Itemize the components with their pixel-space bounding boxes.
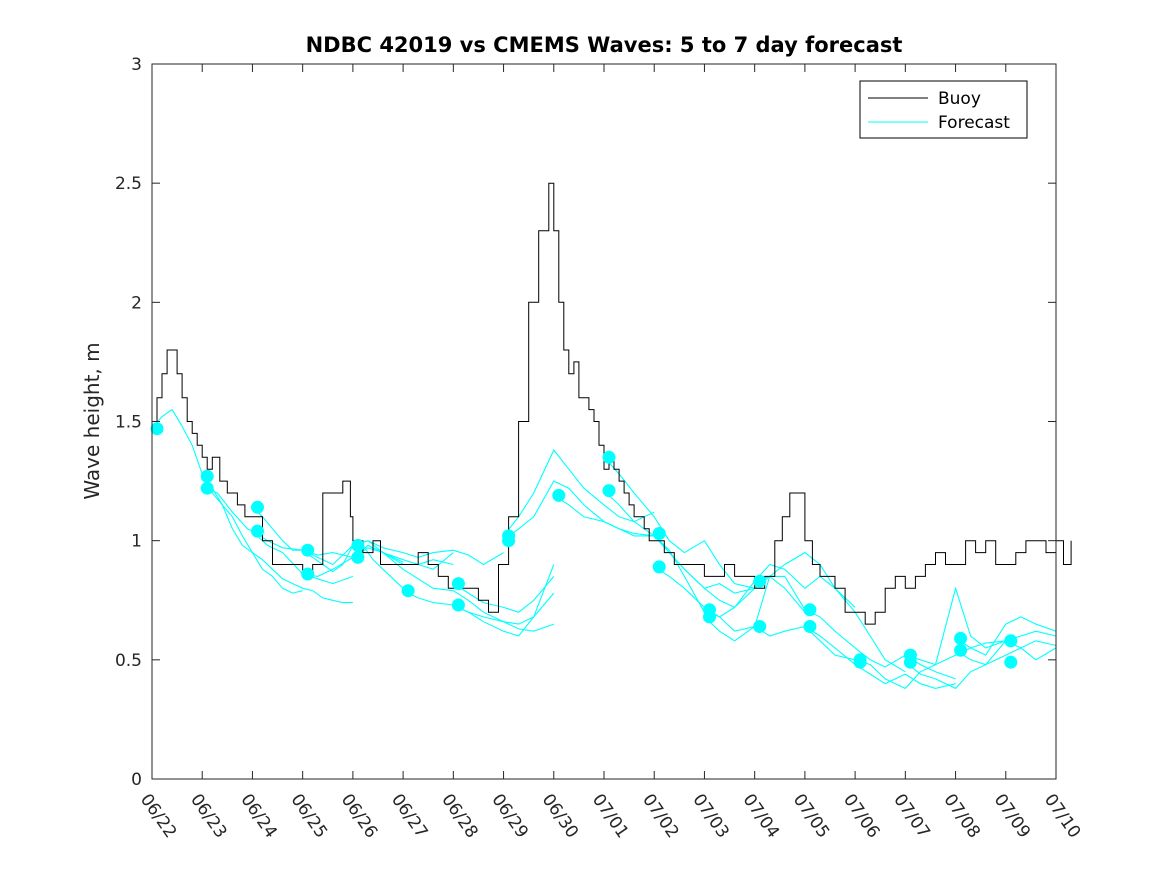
forecast-start-marker (301, 543, 315, 557)
y-tick-label: 1 (131, 532, 142, 552)
forecast-line (704, 616, 856, 661)
forecast-start-marker (200, 481, 214, 495)
forecast-line (402, 590, 555, 625)
forecast-start-marker (251, 500, 264, 514)
forecast-start-marker (954, 631, 968, 645)
forecast-start-marker (652, 527, 666, 540)
forecast-line (352, 540, 504, 566)
forecast-start-marker (451, 577, 465, 591)
forecast-line (804, 626, 956, 689)
forecast-line (453, 564, 555, 637)
chart-title: NDBC 42019 vs CMEMS Waves: 5 to 7 day fo… (306, 33, 903, 57)
forecast-line (252, 506, 404, 589)
forecast-start-marker (200, 469, 214, 483)
legend-forecast-label: Forecast (938, 113, 1010, 133)
forecast-line (201, 475, 353, 604)
forecast-start-marker (150, 422, 164, 436)
forecast-line (905, 586, 1057, 666)
y-tick-label: 1.5 (115, 413, 142, 433)
y-tick-label: 2 (131, 293, 142, 313)
forecast-start-marker (552, 488, 566, 502)
forecast-line (653, 533, 806, 613)
forecast-start-marker (753, 620, 767, 633)
forecast-start-marker (954, 643, 968, 657)
forecast-start-marker (251, 524, 264, 538)
forecast-start-marker (351, 538, 365, 552)
y-tick-label: 3 (131, 55, 142, 75)
forecast-line (453, 576, 555, 613)
forecast-start-marker (301, 567, 315, 581)
legend-buoy-label: Buoy (938, 89, 981, 109)
forecast-start-marker (602, 450, 616, 464)
forecast-line (503, 449, 655, 537)
forecast-line (653, 566, 806, 632)
y-tick-label: 2.5 (115, 174, 142, 194)
y-tick-label: 0 (131, 770, 142, 790)
forecast-start-marker (903, 655, 917, 669)
legend-box (859, 80, 1028, 139)
forecast-line (503, 480, 655, 542)
forecast-line (553, 494, 705, 613)
forecast-line (854, 640, 1006, 690)
forecast-line (904, 640, 1057, 690)
forecast-start-marker (502, 534, 516, 548)
buoy-line (152, 182, 1072, 625)
forecast-line (302, 544, 454, 577)
forecast-start-marker (753, 574, 767, 588)
y-axis-label: Wave height, m (80, 342, 104, 499)
forecast-start-marker (451, 598, 465, 612)
legend: Buoy Forecast (859, 80, 1028, 139)
forecast-start-marker (1004, 655, 1018, 669)
forecast-start-marker (1004, 634, 1018, 648)
forecast-start-marker (703, 610, 716, 624)
forecast-line (955, 616, 1057, 656)
forecast-line (704, 563, 856, 618)
y-tick-label: 0.5 (115, 651, 142, 671)
forecast-start-marker (803, 620, 817, 633)
forecast-start-marker (351, 550, 365, 564)
forecast-start-marker (602, 484, 616, 498)
forecast-line (151, 408, 303, 594)
forecast-start-marker (652, 560, 666, 574)
forecast-line (202, 487, 354, 585)
forecast-line (352, 547, 554, 632)
forecast-line (603, 456, 755, 589)
forecast-start-marker (803, 603, 817, 617)
forecast-line (302, 540, 454, 566)
forecast-start-marker (853, 655, 867, 669)
forecast-start-marker (401, 584, 415, 598)
